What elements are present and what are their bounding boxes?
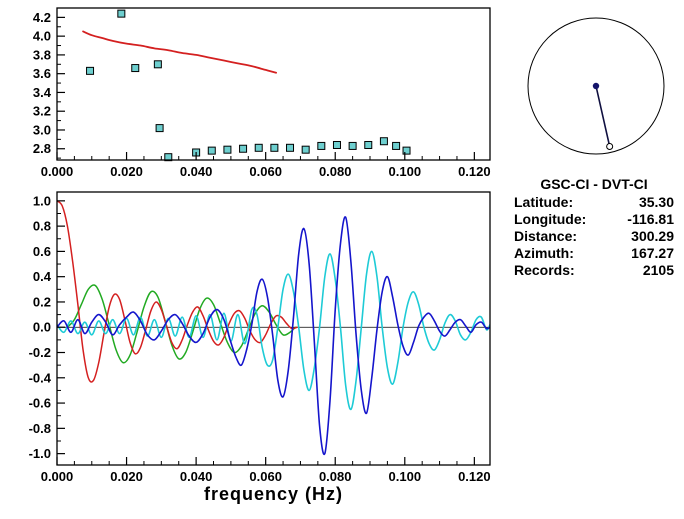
- y-tick-label: -0.6: [29, 396, 51, 411]
- x-tick-label: 0.060: [249, 164, 282, 179]
- x-tick-label: 0.000: [41, 469, 74, 484]
- y-tick-label: 1.0: [33, 193, 51, 208]
- longitude-value: -116.81: [627, 211, 674, 227]
- info-row-azimuth: Azimuth: 167.27: [514, 245, 674, 262]
- azimuth-circle: [527, 17, 665, 155]
- info-row-records: Records: 2105: [514, 262, 674, 279]
- info-row-longitude: Longitude: -116.81: [514, 211, 674, 228]
- x-tick-label: 0.040: [180, 469, 213, 484]
- azimuth-dial: [527, 17, 665, 155]
- y-tick-label: -1.0: [29, 446, 51, 461]
- spectrum-blue: [57, 216, 490, 456]
- spectra-panel-chart: 0.000 0.020 0.040 0.060 0.080 0.100 0.120 1.0 0.…: [29, 191, 491, 484]
- dial-center-dot: [592, 82, 600, 90]
- azimuth-line: [595, 85, 611, 147]
- x-axis-label: frequency (Hz): [203, 484, 343, 504]
- azimuth-value: 167.27: [631, 245, 674, 261]
- latitude-label: Latitude:: [514, 194, 574, 210]
- longitude-label: Longitude:: [514, 211, 587, 227]
- x-tick-label: 0.000: [41, 164, 74, 179]
- y-tick-label: 0.4: [33, 269, 52, 284]
- spectrum-red: [57, 200, 298, 383]
- station-pair-title: GSC-CI - DVT-CI: [540, 176, 648, 192]
- distance-label: Distance:: [514, 228, 578, 244]
- x-tick-label: 0.080: [319, 469, 352, 484]
- y-tick-label: 3.8: [33, 47, 51, 62]
- y-tick-label: 0.8: [33, 219, 51, 234]
- y-tick-label: 2.8: [33, 141, 51, 156]
- info-row-latitude: Latitude: 35.30: [514, 194, 674, 211]
- y-tick-label: 4.0: [33, 29, 51, 44]
- y-tick-label: 0.0: [33, 320, 51, 335]
- y-tick-label: 0.6: [33, 244, 51, 259]
- spectrum-cyan: [57, 250, 490, 411]
- plot-frame: [56, 7, 491, 161]
- station-marker: [606, 142, 614, 150]
- dispersion-panel-chart: 0.000 0.020 0.040 0.060 0.080 0.100 0.120 2.8 3.…: [33, 7, 491, 179]
- distance-value: 300.29: [631, 228, 674, 244]
- azimuth-label: Azimuth:: [514, 245, 574, 261]
- model-dispersion-curve: [82, 30, 278, 74]
- y-tick-label: 4.2: [33, 10, 51, 25]
- records-label: Records:: [514, 262, 575, 278]
- plot-frame: [56, 191, 491, 466]
- y-tick-label: -0.2: [29, 345, 51, 360]
- station-info-block: GSC-CI - DVT-CI Latitude: 35.30 Longitud…: [514, 176, 674, 279]
- x-tick-label: 0.080: [319, 164, 352, 179]
- y-tick-label: 3.2: [33, 104, 51, 119]
- info-row-distance: Distance: 300.29: [514, 228, 674, 245]
- spectrum-green: [66, 284, 296, 364]
- records-value: 2105: [642, 262, 674, 278]
- x-tick-label: 0.120: [458, 469, 491, 484]
- x-tick-label: 0.100: [389, 164, 422, 179]
- y-tick-label: 3.0: [33, 122, 51, 137]
- x-tick-label: 0.060: [249, 469, 282, 484]
- y-tick-label: 3.4: [33, 85, 52, 100]
- y-tick-label: -0.4: [29, 370, 52, 385]
- group-velocity-picks: [86, 9, 411, 162]
- x-tick-label: 0.040: [180, 164, 213, 179]
- latitude-value: 35.30: [638, 194, 674, 210]
- x-tick-label: 0.100: [389, 469, 422, 484]
- y-tick-label: -0.8: [29, 421, 51, 436]
- y-tick-label: 0.2: [33, 294, 51, 309]
- x-tick-label: 0.020: [110, 469, 143, 484]
- x-tick-label: 0.120: [458, 164, 491, 179]
- y-tick-label: 3.6: [33, 66, 51, 81]
- x-tick-label: 0.020: [110, 164, 143, 179]
